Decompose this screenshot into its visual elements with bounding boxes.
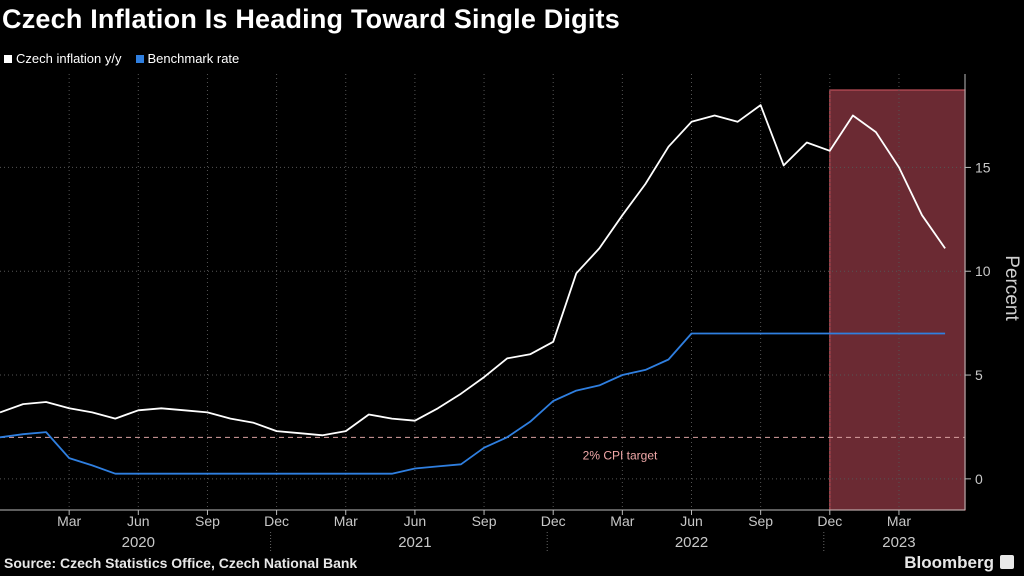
x-tick-label: Sep <box>195 513 220 529</box>
x-tick-label: Jun <box>404 513 427 529</box>
cpi-target-label: 2% CPI target <box>583 448 658 462</box>
x-tick-label: Mar <box>334 513 358 529</box>
x-tick-label: Mar <box>57 513 81 529</box>
highlight-region <box>829 89 966 511</box>
bloomberg-chart-icon <box>1000 555 1014 569</box>
source-note: Source: Czech Statistics Office, Czech N… <box>4 555 358 571</box>
x-tick-label: Mar <box>610 513 634 529</box>
legend-swatch-inflation <box>4 54 12 63</box>
x-tick-label: Dec <box>817 513 842 529</box>
brand-logo: Bloomberg <box>904 553 994 572</box>
x-tick-label: Jun <box>680 513 703 529</box>
x-tick-label: Sep <box>748 513 773 529</box>
legend-item-inflation: Czech inflation y/y <box>4 51 122 66</box>
legend-label-inflation: Czech inflation y/y <box>16 51 122 66</box>
chart-title: Czech Inflation Is Heading Toward Single… <box>2 4 620 34</box>
x-tick-label: Dec <box>264 513 289 529</box>
y-tick-label: 10 <box>975 263 991 279</box>
series-line-benchmark <box>0 332 946 475</box>
x-year-label: 2022 <box>675 534 708 551</box>
legend: Czech inflation y/y Benchmark rate <box>4 51 239 66</box>
legend-label-benchmark: Benchmark rate <box>147 51 240 66</box>
y-axis-label: Percent <box>1001 255 1022 321</box>
x-tick-label: Dec <box>541 513 566 529</box>
x-year-label: 2021 <box>398 534 431 551</box>
series-line-inflation <box>0 104 946 437</box>
x-year-label: 2020 <box>122 534 155 551</box>
x-tick-label: Jun <box>127 513 150 529</box>
y-tick-label: 0 <box>975 471 983 487</box>
x-tick-label: Mar <box>887 513 911 529</box>
legend-swatch-benchmark <box>135 54 144 63</box>
y-tick-label: 5 <box>975 367 983 383</box>
legend-item-benchmark: Benchmark rate <box>135 51 240 66</box>
x-tick-label: Sep <box>472 513 497 529</box>
y-tick-label: 15 <box>975 159 991 175</box>
x-year-label: 2023 <box>882 534 915 551</box>
